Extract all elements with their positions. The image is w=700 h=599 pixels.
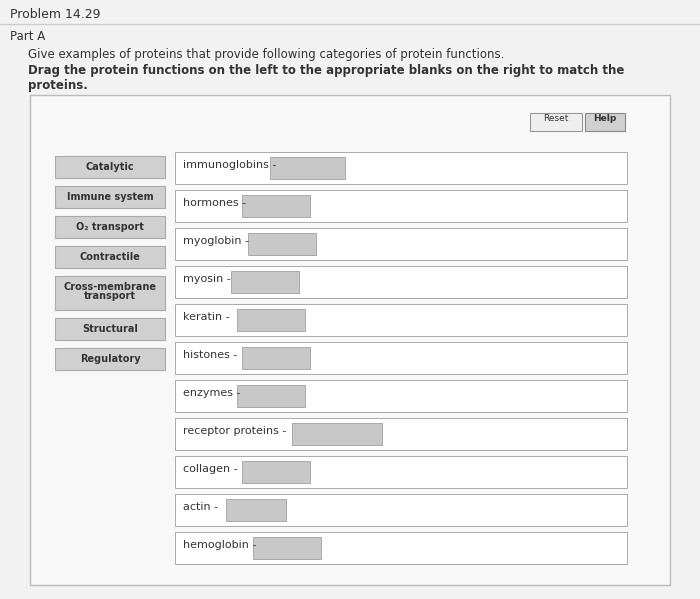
- Text: enzymes -: enzymes -: [183, 388, 241, 398]
- FancyBboxPatch shape: [30, 95, 670, 585]
- FancyBboxPatch shape: [237, 309, 304, 331]
- FancyBboxPatch shape: [242, 195, 310, 217]
- FancyBboxPatch shape: [55, 186, 165, 208]
- FancyBboxPatch shape: [242, 461, 310, 483]
- Text: actin -: actin -: [183, 502, 218, 512]
- FancyBboxPatch shape: [175, 532, 627, 564]
- FancyBboxPatch shape: [237, 385, 304, 407]
- Text: Cross-membrane: Cross-membrane: [64, 282, 157, 292]
- Text: transport: transport: [84, 291, 136, 301]
- FancyBboxPatch shape: [55, 348, 165, 370]
- FancyBboxPatch shape: [55, 156, 165, 178]
- Text: Give examples of proteins that provide following categories of protein functions: Give examples of proteins that provide f…: [28, 48, 505, 61]
- Text: Drag the protein functions on the left to the appropriate blanks on the right to: Drag the protein functions on the left t…: [28, 64, 624, 92]
- Text: O₂ transport: O₂ transport: [76, 222, 144, 232]
- Text: hormones -: hormones -: [183, 198, 246, 208]
- FancyBboxPatch shape: [55, 216, 165, 238]
- FancyBboxPatch shape: [175, 380, 627, 412]
- FancyBboxPatch shape: [55, 318, 165, 340]
- Text: myoglobin -: myoglobin -: [183, 236, 249, 246]
- Text: keratin -: keratin -: [183, 312, 230, 322]
- Text: Structural: Structural: [82, 324, 138, 334]
- Text: Help: Help: [594, 114, 617, 123]
- FancyBboxPatch shape: [291, 423, 382, 445]
- FancyBboxPatch shape: [530, 113, 582, 131]
- FancyBboxPatch shape: [175, 456, 627, 488]
- Text: immunoglobins -: immunoglobins -: [183, 160, 276, 170]
- Text: Immune system: Immune system: [66, 192, 153, 202]
- FancyBboxPatch shape: [175, 228, 627, 260]
- Text: Part A: Part A: [10, 30, 46, 43]
- FancyBboxPatch shape: [175, 152, 627, 184]
- FancyBboxPatch shape: [175, 266, 627, 298]
- FancyBboxPatch shape: [585, 113, 625, 131]
- Text: collagen -: collagen -: [183, 464, 237, 474]
- Text: myosin -: myosin -: [183, 274, 231, 284]
- FancyBboxPatch shape: [175, 190, 627, 222]
- Text: Regulatory: Regulatory: [80, 354, 140, 364]
- FancyBboxPatch shape: [55, 276, 165, 310]
- FancyBboxPatch shape: [231, 271, 299, 293]
- FancyBboxPatch shape: [270, 157, 344, 179]
- FancyBboxPatch shape: [175, 494, 627, 526]
- FancyBboxPatch shape: [225, 499, 286, 521]
- Text: Reset: Reset: [543, 114, 568, 123]
- FancyBboxPatch shape: [253, 537, 321, 559]
- FancyBboxPatch shape: [55, 246, 165, 268]
- FancyBboxPatch shape: [175, 342, 627, 374]
- Text: receptor proteins -: receptor proteins -: [183, 426, 286, 436]
- Text: histones -: histones -: [183, 350, 237, 360]
- Text: Problem 14.29: Problem 14.29: [10, 8, 101, 21]
- Text: Catalytic: Catalytic: [85, 162, 134, 172]
- Text: Contractile: Contractile: [80, 252, 141, 262]
- FancyBboxPatch shape: [175, 418, 627, 450]
- FancyBboxPatch shape: [175, 304, 627, 336]
- FancyBboxPatch shape: [242, 347, 310, 369]
- FancyBboxPatch shape: [248, 233, 316, 255]
- Text: hemoglobin -: hemoglobin -: [183, 540, 256, 550]
